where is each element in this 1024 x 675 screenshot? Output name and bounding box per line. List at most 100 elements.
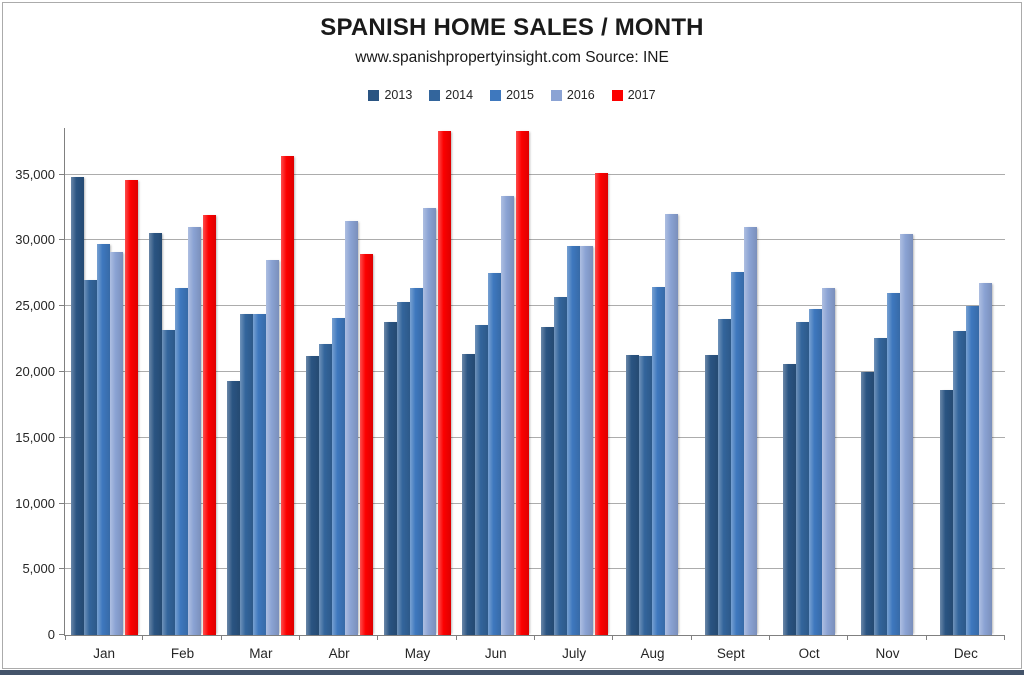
- plot-area: 0 5,000 10,000 15,000 20,000 25,000 30,000 35,0…: [15, 128, 1005, 661]
- bar-group-aug: [613, 214, 691, 635]
- bar-group-sept: [692, 227, 770, 635]
- bar-2014-nov: [874, 337, 888, 635]
- x-axis-tick: [455, 636, 457, 640]
- bar-2016-jan: [109, 252, 123, 635]
- x-axis-label: Oct: [798, 646, 820, 661]
- x-axis-tick: [690, 636, 692, 640]
- bar-2015-dec: [965, 306, 979, 635]
- bar-2015-aug: [652, 286, 666, 635]
- x-axis-label: Nov: [875, 646, 900, 661]
- bar-2017-jun: [516, 131, 530, 635]
- legend-label: 2014: [445, 88, 474, 102]
- bar-group-dec: [927, 282, 1005, 635]
- y-axis-label: 5,000: [22, 561, 55, 577]
- bar-2016-feb: [187, 227, 201, 635]
- bar-2015-mar: [253, 314, 267, 635]
- y-axis-tick: [59, 370, 65, 372]
- bar-2017-jan: [124, 179, 138, 635]
- bar-2016-dec: [978, 282, 992, 635]
- bar-2013-may: [383, 322, 397, 635]
- bar-2014-dec: [952, 331, 966, 635]
- bar-2017-mar: [281, 156, 295, 635]
- bar-group-nov: [848, 233, 926, 635]
- x-axis-label: Abr: [328, 646, 350, 661]
- legend-label: 2013: [384, 88, 413, 102]
- bar-2013-jan: [70, 177, 84, 635]
- y-axis-tick: [59, 568, 65, 570]
- bar-2015-nov: [887, 293, 901, 635]
- bar-2016-oct: [822, 287, 836, 635]
- bar-2016-abr: [344, 220, 358, 635]
- bar-2015-oct: [809, 308, 823, 635]
- y-axis-tick: [59, 173, 65, 175]
- x-axis-line: [64, 635, 1005, 636]
- bar-2016-mar: [266, 260, 280, 635]
- bar-2014-feb: [161, 329, 175, 635]
- x-axis-tick: [847, 636, 849, 640]
- bar-2014-may: [396, 302, 410, 635]
- bar-2016-jun: [501, 195, 515, 635]
- x-axis-tick: [534, 636, 535, 640]
- bar-2014-aug: [639, 356, 653, 635]
- bar-2017-feb: [202, 215, 216, 635]
- bar-2015-jun: [488, 273, 502, 635]
- legend-item-2015: 2015: [490, 88, 534, 102]
- bar-2016-aug: [665, 214, 679, 635]
- bar-2015-sept: [730, 272, 744, 635]
- bar-group-oct: [770, 287, 848, 635]
- bar-2014-abr: [318, 344, 332, 635]
- x-axis-label: Mar: [249, 646, 273, 661]
- x-axis-label: Feb: [170, 646, 195, 661]
- bar-group-feb: [143, 215, 221, 635]
- bar-2015-feb: [174, 287, 188, 635]
- x-axis-tick: [1004, 636, 1005, 640]
- y-axis-line: [64, 128, 65, 636]
- chart-title: SPANISH HOME SALES / MONTH: [320, 14, 704, 41]
- x-axis-label: Sept: [716, 646, 745, 661]
- legend-label: 2015: [506, 88, 534, 102]
- bar-2015-may: [409, 287, 423, 635]
- bar-group-mar: [222, 156, 300, 635]
- bar-2014-sept: [717, 319, 731, 635]
- bar-group-july: [535, 173, 613, 635]
- legend-item-2014: 2014: [429, 88, 473, 102]
- bar-2013-oct: [783, 364, 797, 635]
- bar-2014-jun: [475, 324, 489, 635]
- y-axis-label: 35,000: [15, 166, 55, 182]
- bar-group-jan: [65, 177, 143, 635]
- y-axis-label: 15,000: [15, 429, 55, 445]
- y-axis-label: 25,000: [15, 298, 55, 314]
- x-axis-label: Aug: [640, 646, 665, 661]
- x-axis-label: May: [404, 646, 431, 661]
- x-axis-tick: [769, 636, 770, 640]
- gridline: [65, 370, 1005, 372]
- bar-group-jun: [457, 131, 535, 635]
- bar-2017-abr: [359, 253, 373, 635]
- x-axis-tick: [612, 636, 614, 640]
- bar-2016-may: [422, 207, 436, 635]
- legend-item-2013: 2013: [368, 88, 412, 102]
- legend-label: 2016: [566, 88, 595, 102]
- x-axis-tick: [65, 636, 66, 640]
- bar-group-may: [378, 131, 456, 635]
- chart-legend: 2013 2014 2015 2016 2017: [0, 88, 1024, 102]
- y-axis-tick: [59, 634, 65, 635]
- bar-2016-nov: [900, 233, 914, 635]
- x-axis-tick: [142, 636, 144, 640]
- bar-2013-mar: [227, 381, 241, 635]
- bar-group-abr: [300, 220, 378, 635]
- bar-2017-may: [437, 131, 451, 635]
- legend-swatch: [429, 89, 441, 101]
- bar-2013-feb: [148, 232, 162, 635]
- legend-swatch: [368, 89, 380, 101]
- gridline: [65, 502, 1005, 504]
- y-axis-tick: [59, 239, 65, 241]
- legend-swatch: [611, 89, 623, 101]
- legend-swatch: [490, 89, 502, 101]
- bar-2015-july: [566, 245, 580, 635]
- gridline: [65, 305, 1005, 307]
- bar-2016-july: [579, 245, 593, 635]
- bar-2014-oct: [796, 322, 810, 635]
- legend-item-2016: 2016: [550, 88, 595, 102]
- legend-label: 2017: [627, 88, 656, 102]
